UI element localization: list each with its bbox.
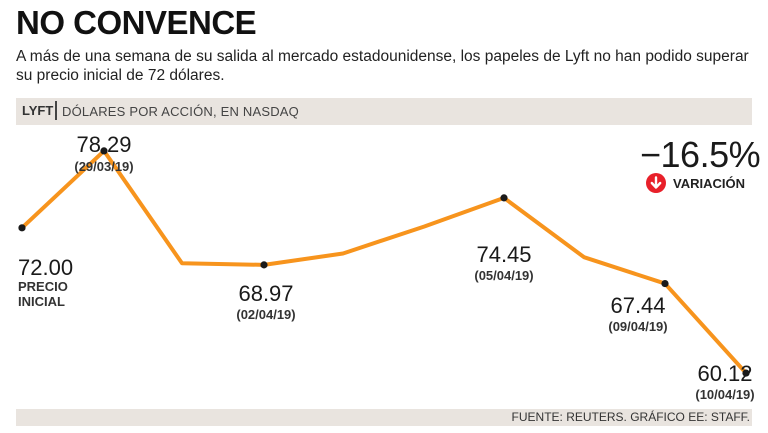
change-percent: −16.5% bbox=[640, 134, 761, 175]
start-price-label: PRECIO bbox=[18, 279, 68, 294]
legend-divider bbox=[55, 101, 57, 120]
change-label: VARIACIÓN bbox=[673, 176, 745, 191]
unit-label: DÓLARES POR ACCIÓN, EN NASDAQ bbox=[62, 104, 299, 119]
date-label: (09/04/19) bbox=[608, 319, 667, 334]
chart-title: NO CONVENCE bbox=[16, 4, 257, 41]
date-label: (02/04/19) bbox=[236, 307, 295, 322]
value-label: 72.00 bbox=[18, 255, 73, 280]
date-label: (29/03/19) bbox=[74, 159, 133, 174]
legend-band bbox=[16, 98, 752, 125]
date-label: (05/04/19) bbox=[474, 268, 533, 283]
value-label: 68.97 bbox=[238, 281, 293, 306]
data-point bbox=[100, 147, 108, 155]
value-label: 60.12 bbox=[697, 361, 752, 386]
chart-subtitle: A más de una semana de su salida al merc… bbox=[16, 48, 749, 84]
date-label: (10/04/19) bbox=[695, 387, 754, 402]
source-note: FUENTE: REUTERS. GRÁFICO EE: STAFF. bbox=[511, 410, 750, 424]
value-label: 67.44 bbox=[610, 293, 665, 318]
data-point bbox=[742, 369, 750, 377]
ticker-label: LYFT bbox=[22, 103, 54, 118]
start-price-label: INICIAL bbox=[18, 294, 65, 309]
source-band bbox=[16, 409, 752, 426]
data-point bbox=[661, 279, 669, 288]
data-point bbox=[18, 224, 26, 232]
value-label: 78.29 bbox=[76, 132, 131, 157]
data-point bbox=[500, 194, 508, 202]
series-line bbox=[20, 148, 748, 376]
arrow-down-circle-icon bbox=[646, 173, 666, 193]
value-label: 74.45 bbox=[476, 242, 531, 267]
data-point bbox=[260, 261, 268, 269]
